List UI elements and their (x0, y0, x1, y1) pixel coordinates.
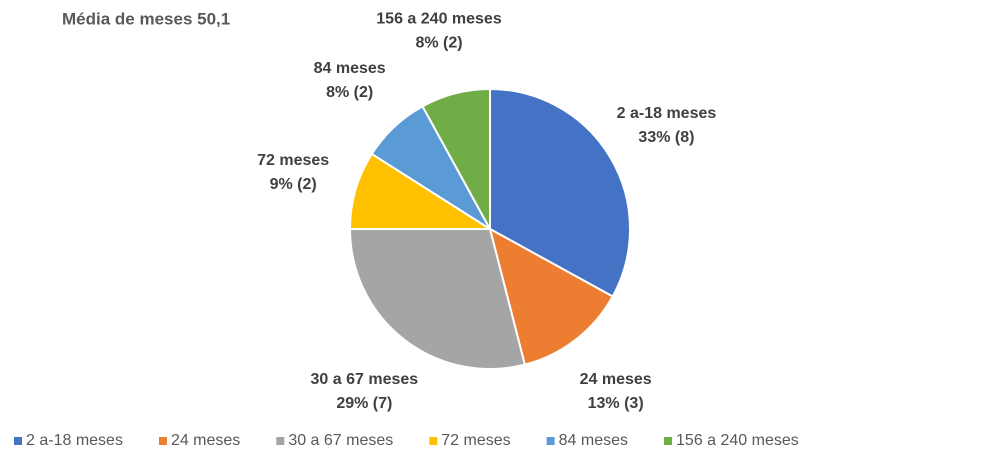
pie-slice (488, 227, 615, 366)
slice-value-label: 8% (2) (326, 84, 373, 101)
legend-label: 24 meses (171, 432, 240, 449)
slice-value-label: 33% (8) (638, 129, 694, 146)
pie-slice (348, 228, 527, 370)
slice-category-label: 30 a 67 meses (311, 371, 419, 388)
slice-value-label: 13% (3) (588, 395, 644, 412)
slice-value-label: 9% (2) (270, 176, 317, 193)
chart-title: Média de meses 50,1 (62, 9, 230, 28)
slice-category-label: 156 a 240 meses (376, 11, 502, 28)
legend-swatch (158, 437, 167, 445)
legend-swatch (664, 437, 673, 445)
legend-label: 2 a-18 meses (26, 432, 123, 449)
slice-category-label: 84 meses (314, 60, 386, 77)
slice-category-label: 24 meses (580, 371, 652, 388)
legend-swatch (429, 437, 438, 445)
pie-slice (489, 87, 631, 298)
legend-label: 156 a 240 meses (676, 432, 799, 449)
legend-swatch (14, 437, 22, 445)
slice-value-label: 29% (7) (336, 395, 392, 412)
pie-slice (348, 152, 494, 230)
pie-slice (421, 87, 491, 230)
legend-swatch (546, 437, 555, 445)
slice-category-label: 72 meses (257, 152, 329, 169)
legend-label: 84 meses (559, 432, 628, 449)
slice-value-label: 8% (2) (415, 35, 462, 52)
legend-swatch (276, 437, 285, 445)
legend-label: 30 a 67 meses (288, 432, 393, 449)
legend-label: 72 meses (441, 432, 510, 449)
slice-category-label: 2 a-18 meses (617, 105, 717, 122)
